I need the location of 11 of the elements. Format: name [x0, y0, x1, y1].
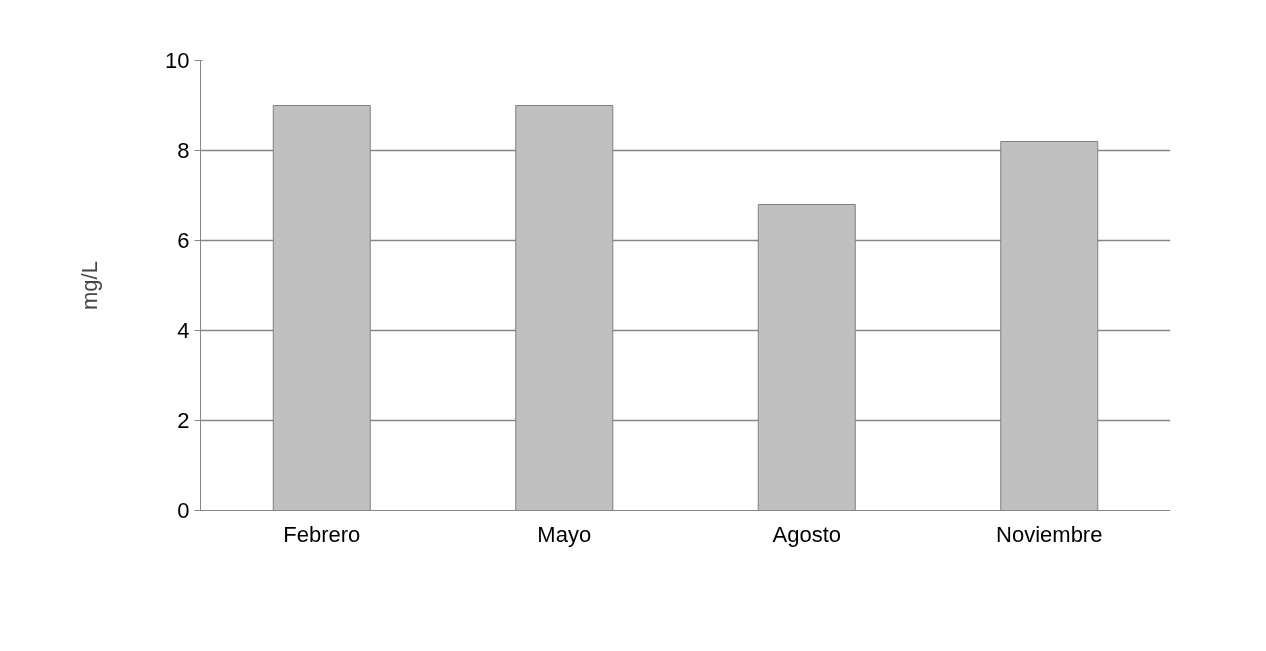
- y-tick-label: 8: [177, 138, 190, 163]
- y-tick-label: 10: [165, 48, 190, 73]
- y-tick-label: 4: [177, 318, 190, 343]
- y-tick-label: 2: [177, 408, 190, 433]
- y-tick-label: 0: [177, 498, 190, 523]
- x-tick-label: Mayo: [537, 521, 592, 547]
- y-tick-label: 6: [177, 228, 190, 253]
- y-axis-title: mg/L: [77, 261, 103, 310]
- x-tick-label: Febrero: [283, 521, 361, 547]
- x-tick-label: Noviembre: [996, 521, 1103, 547]
- x-tick-label: Agosto: [772, 521, 841, 547]
